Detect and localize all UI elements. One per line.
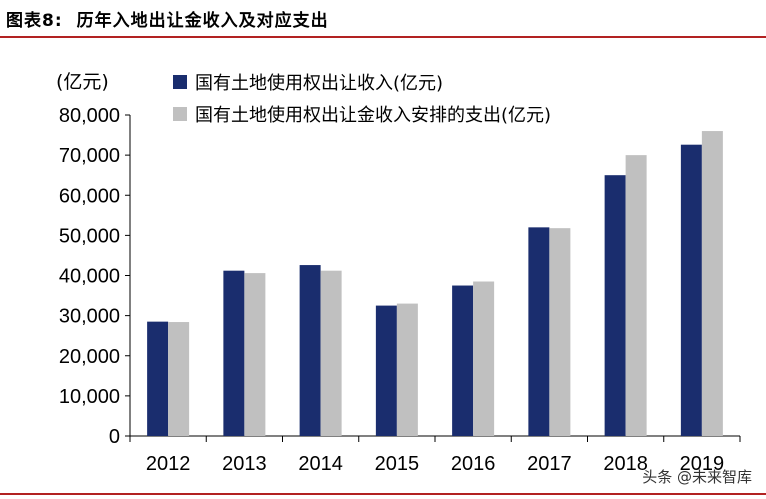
bottom-divider (0, 493, 766, 495)
x-tick-label: 2018 (603, 453, 648, 475)
bar-expenditure (396, 303, 418, 436)
x-tick-label: 2014 (298, 453, 343, 475)
bar-revenue (604, 175, 626, 436)
bar-expenditure (168, 322, 190, 436)
bar-expenditure (244, 273, 266, 436)
y-axis-label: (亿元) (56, 71, 109, 93)
bar-revenue (223, 270, 245, 436)
bar-revenue (680, 144, 702, 436)
y-tick-label: 70,000 (59, 145, 120, 167)
x-tick-label: 2012 (146, 453, 191, 475)
legend-label: 国有土地使用权出让收入(亿元) (195, 73, 443, 94)
x-tick-label: 2019 (680, 453, 725, 475)
y-tick-label: 20,000 (59, 346, 120, 368)
legend-label: 国有土地使用权出让金收入安排的支出(亿元) (195, 105, 551, 126)
bar-revenue (452, 285, 474, 436)
y-tick-label: 50,000 (59, 225, 120, 247)
legend-swatch (173, 107, 187, 121)
y-tick-label: 40,000 (59, 266, 120, 288)
x-tick-label: 2016 (451, 453, 496, 475)
figure-title: 图表8: 历年入地出让金收入及对应支出 (6, 6, 329, 31)
bar-revenue (528, 227, 550, 436)
bar-expenditure (625, 155, 647, 436)
bar-revenue (299, 265, 321, 436)
y-tick-label: 80,000 (59, 105, 120, 127)
watermark: 头条 @未来智库 (642, 468, 752, 486)
y-tick-label: 10,000 (59, 386, 120, 408)
bar-revenue (147, 321, 169, 436)
y-tick-label: 60,000 (59, 185, 120, 207)
title-divider (0, 36, 766, 38)
bar-expenditure (549, 228, 571, 436)
x-tick-label: 2013 (222, 453, 267, 475)
x-tick-label: 2017 (527, 453, 572, 475)
figure-title-text: 历年入地出让金收入及对应支出 (76, 11, 329, 31)
figure-label: 图表8: (6, 11, 63, 31)
bar-expenditure (473, 281, 495, 436)
bar-expenditure (320, 270, 342, 436)
y-tick-label: 0 (109, 426, 120, 448)
bar-expenditure (701, 131, 723, 437)
y-tick-label: 30,000 (59, 306, 120, 328)
legend-swatch (173, 75, 187, 89)
bar-revenue (375, 305, 397, 436)
x-tick-label: 2015 (375, 453, 420, 475)
